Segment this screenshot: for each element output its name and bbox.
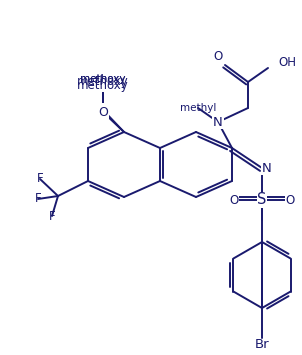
Text: methoxy: methoxy [77, 78, 129, 92]
Text: O: O [98, 105, 108, 119]
Text: F: F [35, 192, 41, 206]
Text: S: S [257, 192, 267, 208]
Text: O: O [214, 50, 223, 64]
Text: methyl: methyl [180, 103, 216, 113]
Text: O: O [230, 193, 239, 207]
Text: O: O [285, 193, 295, 207]
Text: N: N [262, 162, 272, 175]
Text: F: F [49, 209, 55, 223]
Text: methoxy: methoxy [77, 76, 129, 88]
Text: methoxy: methoxy [80, 74, 126, 84]
Text: Br: Br [255, 338, 269, 351]
Text: O: O [98, 104, 108, 116]
Text: N: N [213, 115, 223, 129]
Text: methoxy: methoxy [80, 74, 126, 84]
Text: OH: OH [278, 56, 296, 70]
Text: O: O [98, 105, 108, 119]
Text: F: F [37, 173, 43, 186]
